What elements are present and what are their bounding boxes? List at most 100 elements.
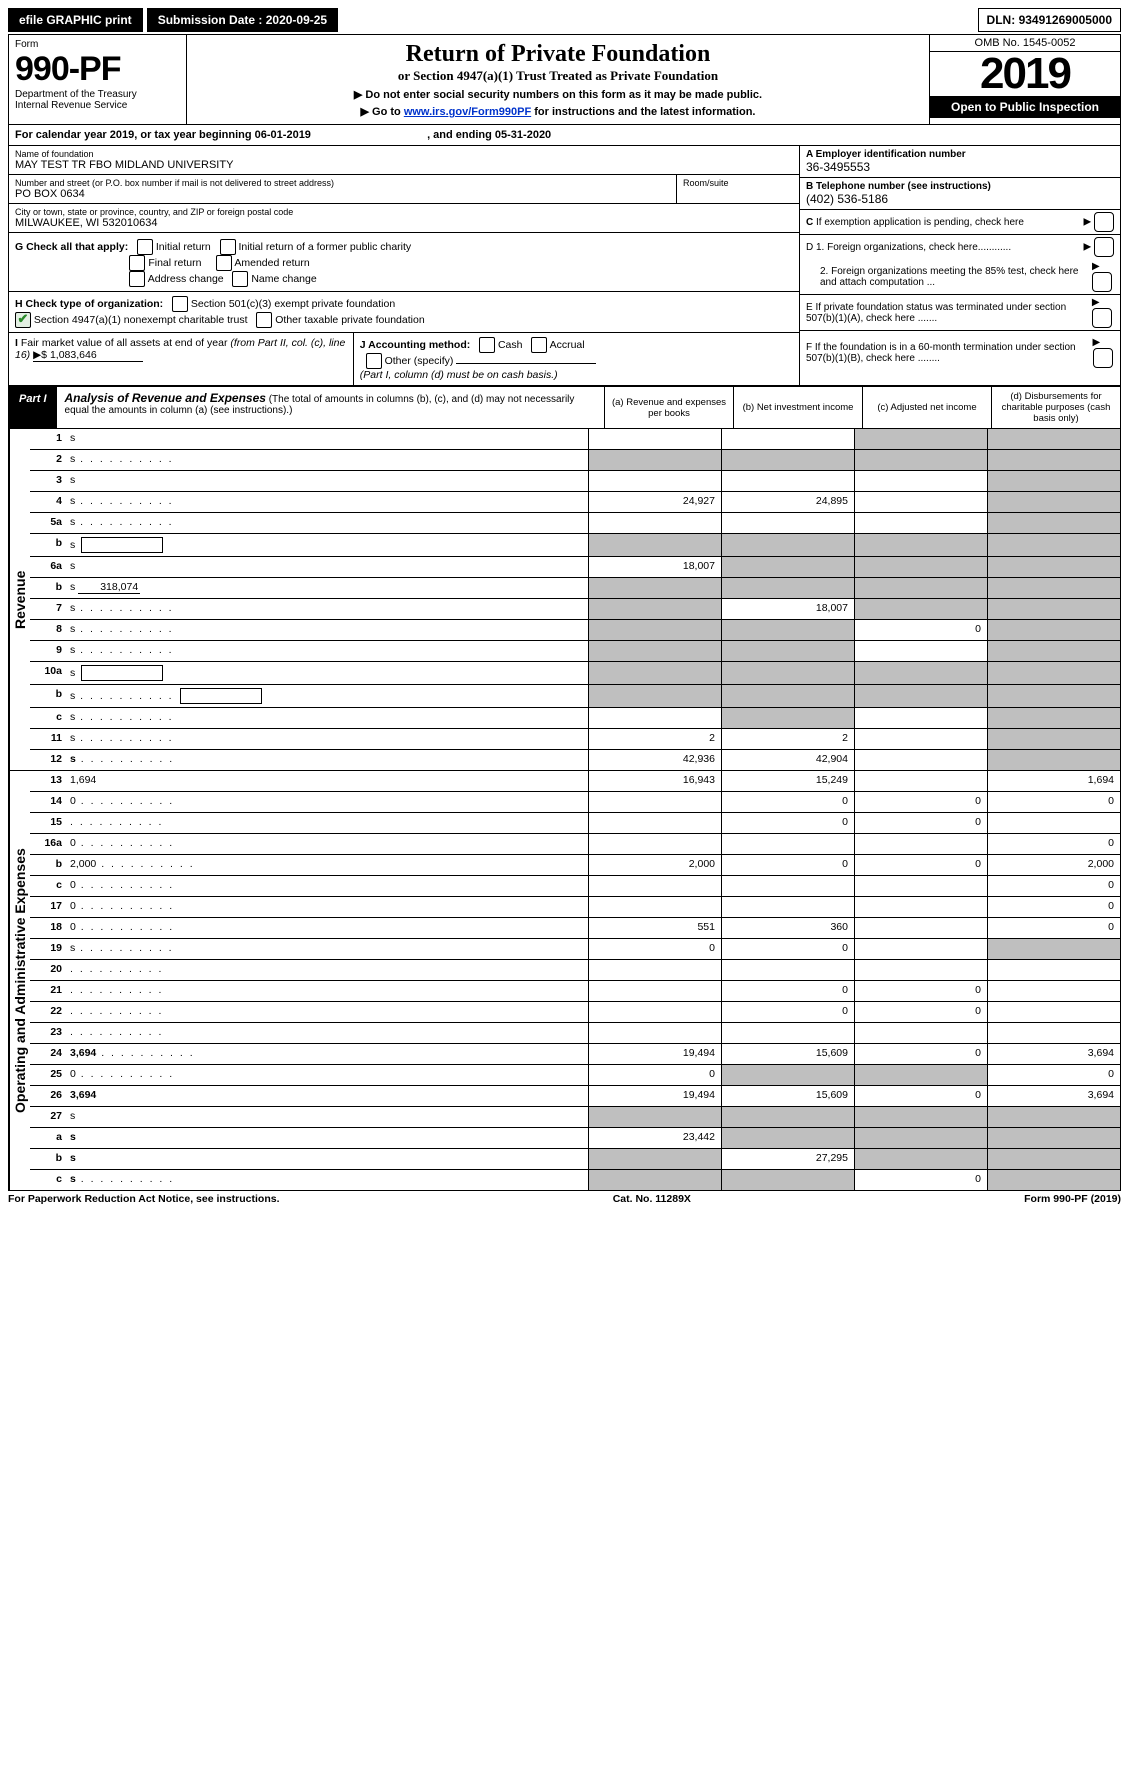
address-cell: Number and street (or P.O. box number if… [9,175,677,204]
table-cell: 0 [854,1002,987,1022]
line-desc: 0 [66,876,588,896]
table-cell [721,960,854,980]
table-cell [987,708,1120,728]
line-desc: s [66,492,588,512]
submission-button[interactable]: Submission Date : 2020-09-25 [147,8,338,32]
g-opt-5: Name change [251,273,316,285]
hint-1: ▶ Do not enter social security numbers o… [195,88,921,101]
city-label: City or town, state or province, country… [15,207,793,217]
g-address-checkbox[interactable] [129,271,145,287]
table-cell: 0 [854,855,987,875]
e-checkbox[interactable] [1092,308,1112,328]
room-label: Room/suite [683,178,793,188]
table-cell [854,492,987,512]
table-cell [854,1023,987,1043]
line-desc: 3,694 [66,1086,588,1106]
foundation-name-cell: Name of foundation MAY TEST TR FBO MIDLA… [9,146,799,175]
table-row: 131,69416,94315,2491,694 [30,771,1120,791]
page-footer: For Paperwork Reduction Act Notice, see … [8,1191,1121,1205]
table-cell [721,876,854,896]
g-final-checkbox[interactable] [129,255,145,271]
line-desc: 3,694 [66,1044,588,1064]
table-cell [854,897,987,917]
table-cell [854,1128,987,1148]
h-501c3-checkbox[interactable] [172,296,188,312]
table-cell [854,513,987,533]
table-cell [588,429,721,449]
table-cell [854,685,987,707]
hint-2-post: for instructions and the latest informat… [534,106,755,118]
line-desc: s [66,429,588,449]
table-cell [588,1170,721,1190]
table-cell: 23,442 [588,1128,721,1148]
c-checkbox[interactable] [1094,212,1114,232]
line-number: b [30,534,66,556]
table-row: bs27,295 [30,1148,1120,1169]
table-cell [854,876,987,896]
table-cell [721,685,854,707]
open-to-public-badge: Open to Public Inspection [930,96,1120,118]
g-name-checkbox[interactable] [232,271,248,287]
j-other-checkbox[interactable] [366,353,382,369]
table-row: 1805513600 [30,917,1120,938]
line-number: 22 [30,1002,66,1022]
d1-checkbox[interactable] [1094,237,1114,257]
g-amended-checkbox[interactable] [216,255,232,271]
g-initial-checkbox[interactable] [137,239,153,255]
table-cell: 42,904 [721,750,854,770]
g-initial-former-checkbox[interactable] [220,239,236,255]
table-cell: 0 [721,813,854,833]
table-cell [854,960,987,980]
form-subtitle: or Section 4947(a)(1) Trust Treated as P… [195,68,921,84]
line-number: c [30,876,66,896]
table-cell [854,939,987,959]
col-d-head: (d) Disbursements for charitable purpose… [991,387,1120,428]
h-4947-checkbox[interactable] [15,312,31,328]
table-cell [588,1107,721,1127]
efile-button[interactable]: efile GRAPHIC print [8,8,143,32]
col-a-head: (a) Revenue and expenses per books [604,387,733,428]
h-other-checkbox[interactable] [256,312,272,328]
table-row: bs [30,533,1120,556]
dept-line-1: Department of the Treasury [15,89,180,100]
table-cell [588,641,721,661]
part1-desc: Analysis of Revenue and Expenses (The to… [57,387,604,428]
f-row: F If the foundation is in a 60-month ter… [800,331,1120,374]
j-cash-checkbox[interactable] [479,337,495,353]
part1-label: Part I [9,387,57,428]
line-number: 27 [30,1107,66,1127]
identity-block: Name of foundation MAY TEST TR FBO MIDLA… [8,146,1121,235]
table-cell: 3,694 [987,1086,1120,1106]
line-desc [66,960,588,980]
table-cell [721,429,854,449]
table-cell [987,429,1120,449]
calendar-year-row: For calendar year 2019, or tax year begi… [8,125,1121,146]
line-desc: s [66,1107,588,1127]
table-row: 8s0 [30,619,1120,640]
table-cell [854,834,987,854]
table-cell [588,876,721,896]
table-cell [721,450,854,470]
form-link[interactable]: www.irs.gov/Form990PF [404,106,531,118]
table-cell: 18,007 [721,599,854,619]
table-cell [987,1107,1120,1127]
dln-label: DLN: [987,13,1016,27]
cal-end: 05-31-2020 [495,129,551,141]
table-cell: 0 [854,1170,987,1190]
ein-cell: A Employer identification number 36-3495… [800,146,1120,178]
table-cell [721,578,854,598]
line-desc: s [66,450,588,470]
line-desc: s [66,620,588,640]
line-number: 6a [30,557,66,577]
line-number: 23 [30,1023,66,1043]
f-checkbox[interactable] [1093,348,1113,368]
j-accrual-checkbox[interactable] [531,337,547,353]
h-opt-2: Section 4947(a)(1) nonexempt charitable … [34,314,248,326]
table-cell [721,834,854,854]
table-cell: 0 [854,620,987,640]
table-cell: 15,609 [721,1086,854,1106]
d2-checkbox[interactable] [1092,272,1112,292]
line-desc: 0 [66,897,588,917]
addr-label: Number and street (or P.O. box number if… [15,178,670,188]
table-row: 1700 [30,896,1120,917]
